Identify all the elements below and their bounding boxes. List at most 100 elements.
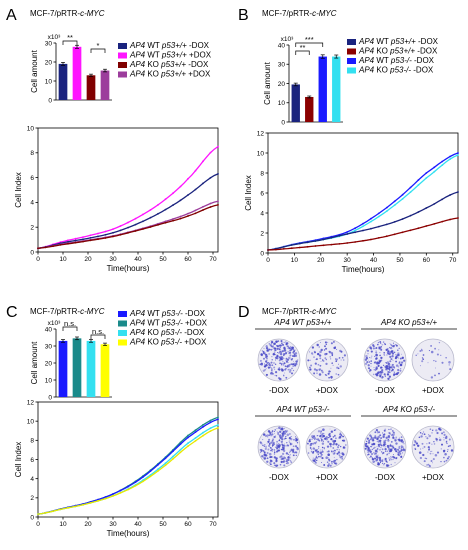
colony-dot [364, 443, 368, 446]
legend-entry-1-part: -DOX [416, 37, 439, 46]
series-point [112, 493, 114, 495]
series-point [104, 496, 107, 498]
legend-entry-3-part: AP4 [129, 60, 146, 69]
colony-dot [390, 428, 392, 430]
colony-dot [279, 430, 282, 433]
y-tick-label: 0 [281, 119, 285, 126]
colony-dot [266, 348, 268, 350]
colony-dot [434, 367, 436, 369]
series-point [44, 246, 47, 249]
colony-dot [446, 457, 449, 460]
colony-dot [273, 345, 275, 347]
colony-dot [278, 449, 281, 452]
series-point [82, 238, 84, 241]
series-point [401, 218, 404, 220]
colony-dot [290, 372, 294, 375]
colony-dot [376, 456, 379, 459]
colony-dot [286, 442, 288, 444]
colony-dot [391, 456, 394, 459]
colony-dot [433, 359, 435, 362]
series-point [306, 241, 309, 244]
colony-dot [403, 359, 406, 362]
colony-group-title-part: AP4 [382, 405, 399, 414]
colony-dot [331, 362, 333, 364]
series-point [149, 475, 152, 478]
colony-dot [260, 353, 263, 356]
colony-dot [379, 441, 382, 444]
colony-dot [413, 443, 416, 447]
series-point [119, 225, 122, 227]
colony-dot [262, 369, 265, 372]
colony-dot [317, 446, 320, 448]
colony-dot [369, 346, 372, 349]
colony-dot [383, 464, 385, 466]
legend-entry-4-part: KO [145, 70, 161, 79]
colony-dot [336, 446, 339, 449]
y-tick-label: 10 [278, 100, 286, 107]
colony-dot [276, 347, 279, 350]
colony-dot [266, 442, 268, 444]
colony-dot [372, 460, 375, 464]
colony-dot [287, 361, 289, 364]
colony-dot [329, 444, 332, 446]
colony-dot [447, 455, 450, 458]
colony-dot [284, 437, 287, 440]
colony-dot [273, 456, 276, 459]
colony-dot [314, 449, 318, 452]
colony-dot [280, 448, 283, 451]
colony-dot [268, 444, 271, 447]
bar-4 [332, 56, 341, 122]
colony-dot [263, 451, 266, 454]
colony-dot [423, 433, 426, 436]
series-point [194, 169, 197, 172]
colony-dot [336, 366, 339, 369]
colony-dot [328, 436, 330, 439]
colony-dot [418, 436, 421, 439]
colony-dot [397, 438, 400, 441]
colony-dot [377, 461, 380, 465]
y-tick-label: 2 [30, 495, 34, 502]
x-tick-label: 30 [109, 521, 117, 528]
series-point [194, 440, 197, 442]
colony-dot [341, 455, 343, 458]
colony-dot [336, 452, 339, 455]
series-point [298, 242, 301, 245]
colony-dot [339, 365, 342, 368]
series-point [179, 215, 182, 218]
colony-dot [426, 464, 428, 466]
colony-dot [271, 345, 273, 348]
legend-entry-2-part: p53+/+ [161, 51, 187, 60]
y-exponent: x10³ [48, 320, 61, 327]
colony-dot [316, 372, 318, 375]
series-point [217, 427, 219, 429]
colony-dot [274, 356, 278, 359]
colony-dot [390, 346, 393, 350]
series-point [157, 204, 159, 206]
colony-dot [285, 341, 287, 343]
series-point [209, 419, 212, 422]
colony-dot [342, 446, 346, 449]
colony-dot [341, 356, 344, 359]
colony-dot [431, 450, 433, 452]
colony-dot [340, 434, 342, 436]
colony-dot [436, 353, 439, 356]
colony-dot [390, 358, 393, 361]
colony-dot [380, 444, 383, 447]
colony-dot [445, 357, 447, 359]
colony-dot [270, 348, 273, 351]
colony-dot [321, 457, 324, 460]
colony-dot [378, 359, 381, 362]
series-point [425, 207, 428, 209]
x-tick-label: 20 [317, 257, 325, 264]
series-point [417, 227, 420, 230]
legend-entry-4-part: AP4 [129, 338, 146, 347]
colony-dot [340, 457, 342, 459]
colony-dot [381, 376, 384, 378]
y-tick-label: 2 [260, 230, 264, 237]
colony-dot [270, 463, 272, 466]
colony-dot [261, 350, 264, 352]
colony-dot [420, 349, 423, 352]
series-point [59, 508, 62, 511]
series-point [172, 218, 174, 220]
series-point [441, 160, 444, 163]
